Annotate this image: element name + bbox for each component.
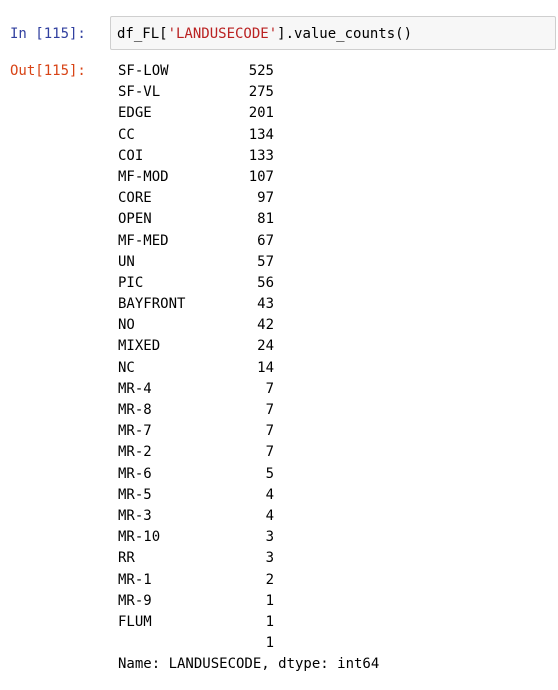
category-count: 4 [265,507,274,524]
list-item: MR-3 4 [118,506,379,527]
category-count: 3 [265,550,274,567]
list-item: MR-10 3 [118,527,379,548]
category-label: MR-3 [118,507,152,524]
list-item: MR-5 4 [118,485,379,506]
category-count: 14 [257,359,274,376]
category-label: MR-2 [118,444,152,461]
category-label: MIXED [118,338,161,355]
category-count: 7 [265,402,274,418]
category-count: 1 [265,592,274,609]
code-prefix: df_FL[ [117,26,168,42]
list-item: RR 3 [118,548,379,569]
list-item: MR-1 2 [118,570,379,591]
category-label: MR-8 [118,402,152,418]
list-item: NC 14 [118,358,379,379]
list-item: MF-MED 67 [118,231,379,252]
list-item: NO 42 [118,315,379,336]
category-count: 81 [257,211,274,228]
category-count: 525 [248,63,274,79]
category-count: 43 [257,296,274,313]
category-label: SF-LOW [118,63,169,79]
category-label: MR-10 [118,529,161,546]
list-item: EDGE 201 [118,103,379,124]
category-label: CC [118,126,135,143]
category-count: 134 [248,126,274,143]
category-count: 201 [248,105,274,122]
category-count: 4 [265,486,274,503]
list-item: OPEN 81 [118,209,379,230]
list-item: UN 57 [118,252,379,273]
list-item: MR-6 5 [118,464,379,485]
category-label: MR-4 [118,380,152,397]
category-count: 5 [265,465,274,482]
category-label: MR-7 [118,423,152,440]
list-item: SF-VL 275 [118,82,379,103]
category-label: UN [118,253,135,270]
cell-output: SF-LOW 525 SF-VL 275 EDGE 201 CC 134 COI 133 MF-MO… [118,61,379,675]
category-label: CORE [118,190,152,207]
category-label: MR-5 [118,486,152,503]
category-count: 275 [248,84,274,101]
list-item: FLUM 1 [118,612,379,633]
category-label: SF-VL [118,84,161,101]
list-item: PIC 56 [118,273,379,294]
category-label: RR [118,550,135,567]
category-count: 1 [265,613,274,630]
category-count: 107 [248,168,274,185]
category-label: EDGE [118,105,152,122]
list-item: COI 133 [118,146,379,167]
list-item: CC 134 [118,125,379,146]
code-string-literal: 'LANDUSECODE' [167,26,278,42]
code-suffix: ].value_counts() [277,26,413,42]
category-label: MR-6 [118,465,152,482]
list-item: MR-7 7 [118,421,379,442]
category-label: NC [118,359,135,376]
input-prompt: In [115]: [10,26,86,42]
category-label [118,633,228,654]
category-label: MF-MED [118,232,169,249]
category-label: MF-MOD [118,168,169,185]
category-count: 7 [265,380,274,397]
category-count: 3 [265,529,274,546]
category-count: 57 [257,253,274,270]
list-item: SF-LOW 525 [118,61,379,82]
list-item: MR-2 7 [118,442,379,463]
category-count: 42 [257,317,274,334]
category-count: 7 [265,423,274,440]
list-item: BAYFRONT 43 [118,294,379,315]
code-input[interactable]: df_FL['LANDUSECODE'].value_counts() [110,16,556,50]
category-label: BAYFRONT [118,296,186,313]
list-item: MR-4 7 [118,379,379,400]
category-count: 1 [265,635,274,652]
category-label: PIC [118,274,144,291]
category-count: 56 [257,274,274,291]
category-label: OPEN [118,211,152,228]
list-item: 1 [118,633,379,654]
category-count: 67 [257,232,274,249]
list-item: MIXED 24 [118,336,379,357]
category-count: 7 [265,444,274,461]
category-label: MR-9 [118,592,152,609]
output-footer: Name: LANDUSECODE, dtype: int64 [118,656,380,673]
category-count: 97 [257,190,274,207]
category-count: 133 [248,147,274,164]
category-count: 2 [265,571,274,588]
list-item: MR-9 1 [118,591,379,612]
category-label: NO [118,317,135,334]
value-counts-list: SF-LOW 525 SF-VL 275 EDGE 201 CC 134 COI 133 MF-MO… [118,61,379,654]
category-label: FLUM [118,613,152,630]
list-item: CORE 97 [118,188,379,209]
output-prompt: Out[115]: [10,63,86,79]
category-label: COI [118,147,144,164]
list-item: MF-MOD 107 [118,167,379,188]
category-count: 24 [257,338,274,355]
list-item: MR-8 7 [118,400,379,421]
category-label: MR-1 [118,571,152,588]
